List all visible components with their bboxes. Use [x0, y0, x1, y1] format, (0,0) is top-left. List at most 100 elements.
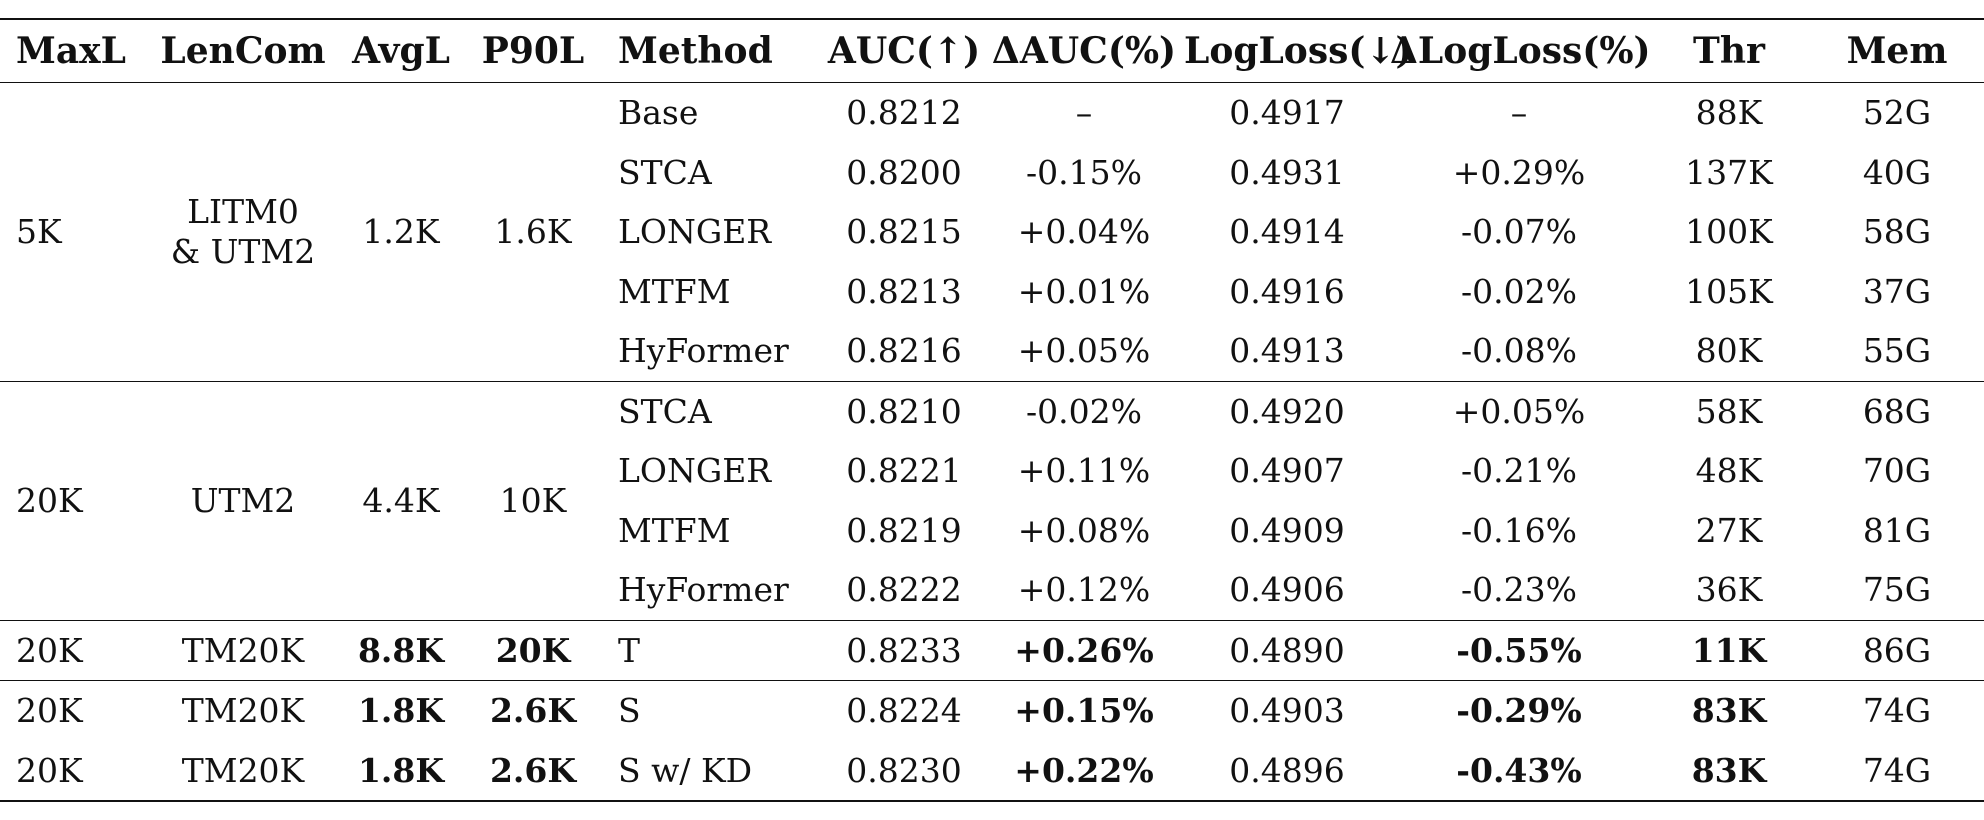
cell-method: HyFormer — [618, 570, 789, 610]
cell-method: STCA — [618, 391, 712, 431]
header-delta-logloss: ΔLogLoss(%) — [1390, 30, 1651, 72]
cell-logloss: 0.4920 — [1229, 391, 1345, 431]
cell-p90l: 2.6K — [489, 750, 577, 790]
cell-delta-auc: +0.01% — [1017, 271, 1151, 311]
results-table-container: MaxL LenCom AvgL P90L Method AUC(↑) ΔAUC… — [0, 18, 1984, 802]
cell-method: MTFM — [618, 510, 731, 550]
cell-thr: 137K — [1685, 152, 1773, 192]
cell-delta-auc: +0.08% — [1017, 510, 1151, 550]
cell-thr: 100K — [1685, 212, 1773, 252]
cell-delta-logloss: -0.29% — [1456, 691, 1582, 731]
cell-mem: 70G — [1862, 451, 1932, 491]
header-avgl: AvgL — [352, 30, 450, 72]
cell-avgl: 8.8K — [357, 630, 445, 670]
cell-logloss: 0.4917 — [1229, 93, 1345, 133]
cell-delta-logloss: -0.23% — [1461, 570, 1577, 610]
cell-method: LONGER — [618, 212, 772, 252]
cell-thr: 88K — [1695, 93, 1763, 133]
cell-mem: 86G — [1862, 630, 1932, 670]
cell-thr: 27K — [1695, 510, 1763, 550]
cell-delta-auc: -0.15% — [1026, 152, 1142, 192]
cell-delta-auc: +0.15% — [1014, 691, 1154, 731]
table-row: HyFormer 0.8216 +0.05% 0.4913 -0.08% 80K… — [0, 321, 1984, 381]
cell-delta-logloss: -0.55% — [1456, 630, 1582, 670]
cell-lencom: TM20K — [181, 691, 305, 731]
header-delta-auc: ΔAUC(%) — [991, 30, 1177, 72]
cell-delta-auc: +0.22% — [1014, 750, 1154, 790]
cell-auc: 0.8200 — [846, 152, 962, 192]
cell-thr: 83K — [1691, 691, 1767, 731]
cell-maxl: 20K — [16, 630, 83, 670]
header-auc: AUC(↑) — [827, 30, 981, 72]
cell-auc: 0.8224 — [846, 691, 962, 731]
cell-p90l: 20K — [495, 630, 571, 670]
results-table: MaxL LenCom AvgL P90L Method AUC(↑) ΔAUC… — [0, 18, 1984, 802]
cell-delta-logloss: -0.07% — [1461, 212, 1577, 252]
cell-delta-logloss: -0.43% — [1456, 750, 1582, 790]
cell-thr: 36K — [1695, 570, 1763, 610]
cell-mem: 68G — [1862, 391, 1932, 431]
cell-method: T — [618, 630, 641, 670]
cell-delta-logloss: – — [1510, 93, 1528, 133]
cell-auc: 0.8213 — [846, 271, 962, 311]
cell-lencom: LITM0 & UTM2 — [148, 83, 338, 382]
cell-logloss: 0.4890 — [1229, 630, 1345, 670]
cell-avgl: 1.8K — [357, 691, 445, 731]
lencom-line: & UTM2 — [170, 231, 316, 271]
cell-mem: 74G — [1862, 750, 1932, 790]
cell-thr: 48K — [1695, 451, 1763, 491]
cell-delta-logloss: -0.08% — [1461, 331, 1577, 371]
cell-method: STCA — [618, 152, 712, 192]
cell-avgl: 1.8K — [357, 750, 445, 790]
cell-mem: 58G — [1862, 212, 1932, 252]
cell-logloss: 0.4906 — [1229, 570, 1345, 610]
cell-p90l: 1.6K — [494, 212, 572, 252]
header-maxl: MaxL — [16, 30, 126, 72]
cell-avgl: 4.4K — [362, 481, 440, 520]
cell-auc: 0.8233 — [846, 630, 962, 670]
cell-maxl: 20K — [16, 481, 83, 520]
cell-thr: 80K — [1695, 331, 1763, 371]
cell-auc: 0.8221 — [846, 451, 962, 491]
table-row: LONGER 0.8215 +0.04% 0.4914 -0.07% 100K … — [0, 202, 1984, 262]
header-logloss: LogLoss(↓) — [1184, 30, 1413, 72]
cell-auc: 0.8216 — [846, 331, 962, 371]
cell-mem: 37G — [1862, 271, 1932, 311]
cell-delta-logloss: +0.05% — [1452, 391, 1586, 431]
cell-lencom: TM20K — [181, 750, 305, 790]
cell-logloss: 0.4903 — [1229, 691, 1345, 731]
cell-delta-auc: +0.05% — [1017, 331, 1151, 371]
cell-logloss: 0.4907 — [1229, 451, 1345, 491]
header-method: Method — [618, 30, 773, 72]
table-row: 20K TM20K 1.8K 2.6K S w/ KD 0.8230 +0.22… — [0, 741, 1984, 801]
cell-mem: 75G — [1862, 570, 1932, 610]
table-row: HyFormer 0.8222 +0.12% 0.4906 -0.23% 36K… — [0, 560, 1984, 620]
cell-mem: 52G — [1862, 93, 1932, 133]
cell-delta-auc: – — [1075, 93, 1093, 133]
cell-delta-auc: -0.02% — [1026, 391, 1142, 431]
cell-auc: 0.8215 — [846, 212, 962, 252]
cell-auc: 0.8210 — [846, 391, 962, 431]
cell-maxl: 20K — [16, 691, 83, 731]
cell-thr: 11K — [1691, 630, 1767, 670]
cell-mem: 74G — [1862, 691, 1932, 731]
cell-delta-auc: +0.12% — [1017, 570, 1151, 610]
cell-logloss: 0.4896 — [1229, 750, 1345, 790]
cell-lencom: TM20K — [181, 630, 305, 670]
header-mem: Mem — [1846, 30, 1948, 72]
cell-delta-logloss: -0.02% — [1461, 271, 1577, 311]
cell-logloss: 0.4909 — [1229, 510, 1345, 550]
cell-method: S — [618, 691, 641, 731]
cell-logloss: 0.4913 — [1229, 331, 1345, 371]
cell-method: LONGER — [618, 451, 772, 491]
cell-maxl: 5K — [16, 212, 62, 252]
cell-logloss: 0.4914 — [1229, 212, 1345, 252]
lencom-line: LITM0 — [187, 192, 299, 232]
cell-auc: 0.8219 — [846, 510, 962, 550]
table-row: 20K TM20K 1.8K 2.6K S 0.8224 +0.15% 0.49… — [0, 680, 1984, 741]
cell-method: HyFormer — [618, 331, 789, 371]
header-row: MaxL LenCom AvgL P90L Method AUC(↑) ΔAUC… — [0, 19, 1984, 83]
cell-delta-logloss: -0.16% — [1461, 510, 1577, 550]
cell-p90l: 10K — [499, 481, 567, 520]
table-row: LONGER 0.8221 +0.11% 0.4907 -0.21% 48K 7… — [0, 441, 1984, 501]
